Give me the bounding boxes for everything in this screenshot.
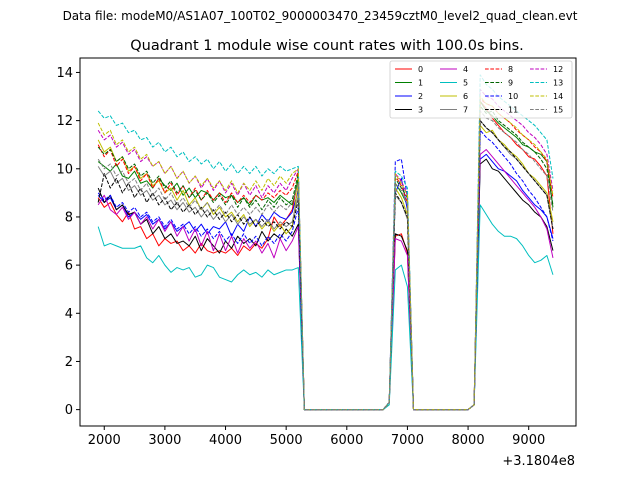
- page-header: Data file: modeM0/AS1A07_100T02_90000034…: [63, 9, 578, 23]
- x-tick-label: 8000: [452, 433, 485, 448]
- legend-label-4: 4: [463, 65, 468, 74]
- x-axis-offset-label: +3.1804e8: [502, 454, 575, 469]
- legend-label-6: 6: [463, 92, 468, 101]
- y-tick-label: 10: [56, 162, 73, 177]
- legend-frame: [389, 60, 573, 119]
- x-tick-label: 3000: [148, 433, 181, 448]
- legend-label-2: 2: [418, 92, 423, 101]
- legend-label-15: 15: [553, 106, 563, 115]
- x-tick-label: 4000: [209, 433, 242, 448]
- y-tick-label: 4: [65, 307, 73, 322]
- y-axis: 0 2 4 6 8 10 12 14: [56, 66, 80, 418]
- x-axis: 2000 3000 4000 5000 6000 7000 8000 9000: [88, 426, 545, 448]
- legend-label-7: 7: [463, 106, 468, 115]
- series-group: [97, 74, 554, 411]
- legend-label-0: 0: [418, 65, 423, 74]
- chart-title: Quadrant 1 module wise count rates with …: [130, 38, 524, 54]
- x-tick-label: 9000: [512, 433, 545, 448]
- legend-label-1: 1: [418, 79, 423, 88]
- legend-label-14: 14: [553, 92, 563, 101]
- x-tick-label: 7000: [391, 433, 424, 448]
- y-tick-label: 6: [65, 259, 73, 274]
- plot-frame: [79, 57, 577, 427]
- series-line-15: [97, 110, 554, 411]
- legend-label-5: 5: [463, 79, 468, 88]
- y-tick-label: 8: [65, 210, 73, 225]
- legend-label-12: 12: [553, 65, 563, 74]
- series-line-14: [97, 96, 554, 411]
- y-tick-label: 2: [65, 355, 73, 370]
- legend-label-8: 8: [508, 65, 513, 74]
- x-tick-label: 2000: [88, 433, 121, 448]
- y-tick-label: 0: [65, 403, 73, 418]
- legend-label-9: 9: [508, 79, 513, 88]
- plot-area: 2000 3000 4000 5000 6000 7000 8000 9000 0246810…: [56, 57, 577, 469]
- y-tick-label: 12: [56, 114, 73, 129]
- x-tick-label: 6000: [330, 433, 363, 448]
- legend-label-3: 3: [418, 106, 423, 115]
- y-tick-label: 14: [56, 66, 73, 81]
- legend-label-10: 10: [508, 92, 518, 101]
- legend-label-11: 11: [508, 106, 518, 115]
- legend-label-13: 13: [553, 79, 563, 88]
- x-tick-label: 5000: [270, 433, 303, 448]
